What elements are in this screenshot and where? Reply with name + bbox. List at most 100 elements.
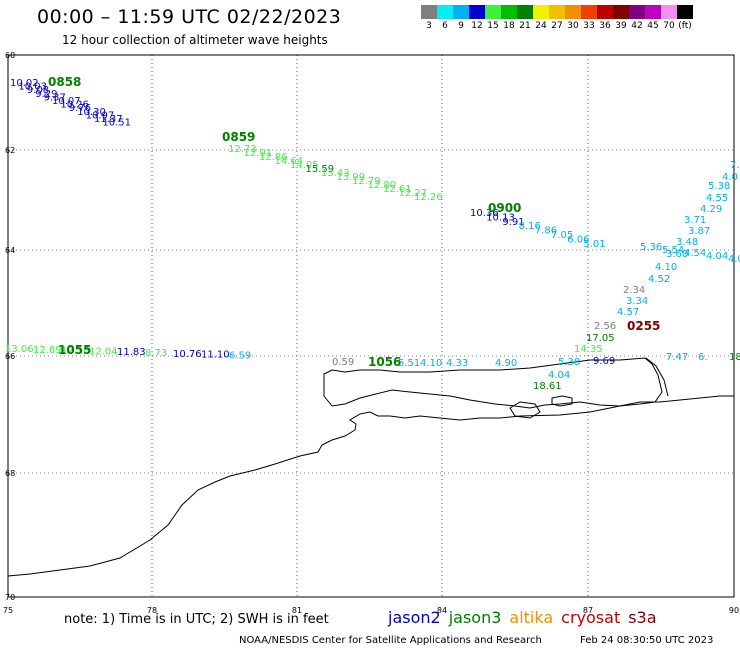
wave-height-label: 10.07 [52, 96, 81, 107]
lon-label: 90 [729, 606, 739, 615]
wave-height-label: 2.34 [623, 285, 645, 296]
wave-height-label: 5.38 [558, 357, 580, 368]
wave-height-label: 11.37 [94, 114, 123, 125]
page-subtitle: 12 hour collection of altimeter wave hei… [62, 33, 328, 47]
legend-label: 45 [647, 21, 659, 31]
wave-height-label: 4.29 [700, 204, 722, 215]
wave-height-label: 9.08 [27, 85, 49, 96]
wave-height-label: 13.99 [337, 172, 366, 183]
wave-height-label: 5.38 [708, 181, 730, 192]
lon-label: 84 [437, 606, 447, 615]
pass-time-label: 0255 [627, 319, 660, 333]
wave-height-label: 12.80 [368, 180, 397, 191]
pass-time-label: 0900 [488, 201, 521, 215]
color-legend: 3 6 9 12 15 18 21 24 27 30 33 36 39 42 45 70 (ft) [421, 5, 693, 31]
track-pass: 10.0210.039.089.299.3710.0710.269.7610.3… [10, 75, 131, 129]
wave-height-label: 10.30 [77, 107, 106, 118]
pass-time-label: 1055 [58, 343, 91, 357]
wave-height-label: 7.47 [666, 352, 688, 363]
wave-height-label: 3.34 [626, 296, 648, 307]
legend-swatch [597, 5, 613, 19]
legend-swatch [565, 5, 581, 19]
legend-label: 27 [551, 21, 563, 31]
wave-height-label: 3.60 [666, 249, 688, 260]
legend-label: 36 [599, 21, 611, 31]
wave-height-label: 4.90 [495, 358, 517, 369]
wave-height-label: 4.33 [446, 358, 468, 369]
wave-height-label: 6.06 [567, 234, 589, 245]
lat-label: 66 [5, 352, 15, 361]
wave-height-label: 14.05 [290, 160, 319, 171]
legend-label: 6 [442, 21, 448, 31]
wave-height-label: 4.04 [706, 251, 728, 262]
satellite-name: cryosat [561, 608, 621, 627]
legend-label: 39 [615, 21, 627, 31]
legend-swatch [517, 5, 533, 19]
wave-height-label: 5.36 [640, 242, 662, 253]
wave-height-label: 10.03 [18, 82, 47, 93]
legend-labels: 3 6 9 12 15 18 21 24 27 30 33 36 39 42 45 70 (ft) [421, 21, 693, 31]
wave-height-label: 15.59 [306, 164, 335, 175]
legend-swatch [437, 5, 453, 19]
satellite-name: jason2 [388, 608, 441, 627]
satellite-name: s3a [628, 608, 657, 627]
page-title: 00:00 – 11:59 UTC 02/22/2023 [37, 6, 342, 28]
wave-height-label: 9.37 [44, 92, 66, 103]
legend-label: (ft) [678, 21, 692, 31]
wave-height-label: 4.02 [728, 254, 740, 265]
wave-height-label: 5.01 [583, 239, 605, 250]
lat-label: 64 [5, 246, 15, 255]
wave-height-label: 4.0 [722, 172, 738, 183]
legend-swatch [549, 5, 565, 19]
wave-height-label: 8.16 [519, 221, 541, 232]
track-pass: 0.59 5.51 4.10 4.33 4.90 7.47 6. 18 1056 [332, 352, 740, 369]
wave-height-label: 13.06 [5, 344, 34, 355]
coastline-inlet [509, 401, 541, 419]
wave-height-label: 17.05 [586, 333, 615, 344]
map-frame [7, 54, 735, 598]
legend-label: 21 [519, 21, 531, 31]
wave-height-label: 8.73 [145, 348, 167, 359]
coastline-mainland [7, 395, 734, 577]
coastline-island [323, 357, 663, 409]
legend-label: 12 [471, 21, 483, 31]
wave-height-label: 12.79 [352, 176, 381, 187]
wave-height-label: 4.04 [548, 370, 570, 381]
satellite-name: altika [509, 608, 554, 627]
lon-label: 75 [3, 606, 13, 615]
wave-height-label: 4.10 [655, 262, 677, 273]
legend-label: 15 [487, 21, 499, 31]
wave-height-label: 3.87 [688, 226, 710, 237]
credit-line: NOAA/NESDIS Center for Satellite Applica… [239, 635, 542, 646]
wave-height-label: 7.86 [535, 226, 557, 237]
pass-time-label: 0858 [48, 75, 81, 89]
track-pass: 13.06 12.69 12.18 12.04 11.83 8.73 10.76 11.10 6… [5, 343, 251, 361]
satellite-name: jason3 [448, 608, 502, 627]
track-pass: 5.365.544.544.044.02 [640, 242, 740, 265]
coastline-islet [551, 395, 573, 407]
legend-label: 18 [503, 21, 515, 31]
legend-swatch [629, 5, 645, 19]
track-pass: 12.7312.9112.8614.6414.0515.5913.4313.99… [222, 130, 443, 203]
lat-label: 70 [5, 593, 15, 602]
wave-height-label: 10.51 [102, 118, 131, 129]
wave-height-label: 2.56 [594, 321, 616, 332]
legend-label: 3 [426, 21, 432, 31]
wave-height-label: 9.29 [35, 89, 57, 100]
lat-label: 68 [5, 469, 15, 478]
legend-swatch [661, 5, 677, 19]
coastline-east [645, 357, 669, 397]
legend-label: 9 [458, 21, 464, 31]
wave-height-label: 12.69 [33, 345, 62, 356]
wave-height-label: 10.02 [10, 78, 39, 89]
wave-height-label: 12.73 [228, 144, 257, 155]
coastline [7, 357, 734, 577]
wave-height-label: 10.97 [86, 110, 115, 121]
legend-label: 24 [535, 21, 547, 31]
wave-height-label: 14.35 [574, 344, 603, 355]
legend-label: 33 [583, 21, 595, 31]
wave-height-label: 7. [730, 160, 740, 171]
legend-swatch [421, 5, 437, 19]
